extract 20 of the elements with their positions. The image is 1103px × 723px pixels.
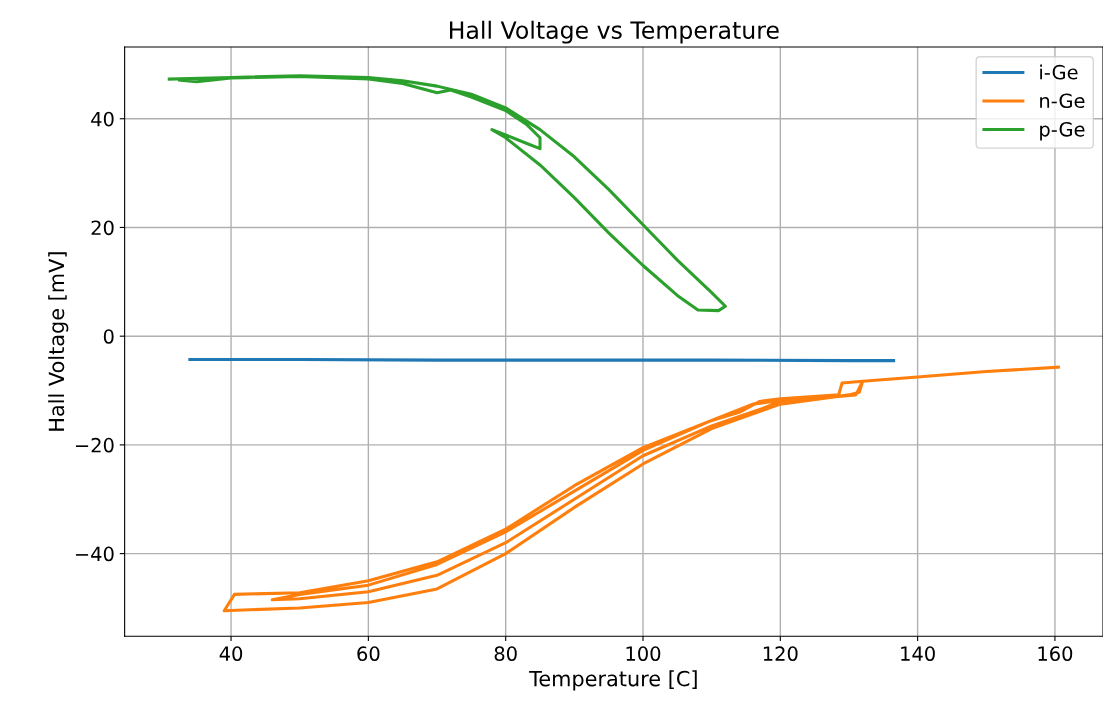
- line-series: [222, 365, 1060, 613]
- x-tick-label: 40: [219, 646, 243, 662]
- line-series: [167, 74, 727, 313]
- y-tick-label: 40: [91, 111, 114, 127]
- x-tick-label: 80: [494, 646, 517, 662]
- y-tick-label: −20: [75, 437, 114, 453]
- y-tick-label: 0: [103, 329, 114, 344]
- x-tick-label: 120: [763, 646, 798, 662]
- x-axis-title: Temperature [C]: [529, 670, 697, 691]
- x-tick-label: 160: [1038, 646, 1073, 662]
- x-tick-label: 100: [626, 646, 661, 662]
- x-tick-label: 60: [357, 646, 380, 662]
- x-tick-label: 140: [901, 646, 935, 662]
- legend-label: p-Ge: [1040, 121, 1085, 141]
- y-tick-label: 20: [91, 220, 114, 236]
- legend-label: n-Ge: [1040, 93, 1085, 109]
- y-axis-title: Hall Voltage [mV]: [48, 252, 69, 431]
- legend-label: i-Ge: [1040, 64, 1078, 80]
- y-tick-label: −40: [75, 546, 114, 562]
- chart-title: Hall Voltage vs Temperature: [450, 20, 779, 44]
